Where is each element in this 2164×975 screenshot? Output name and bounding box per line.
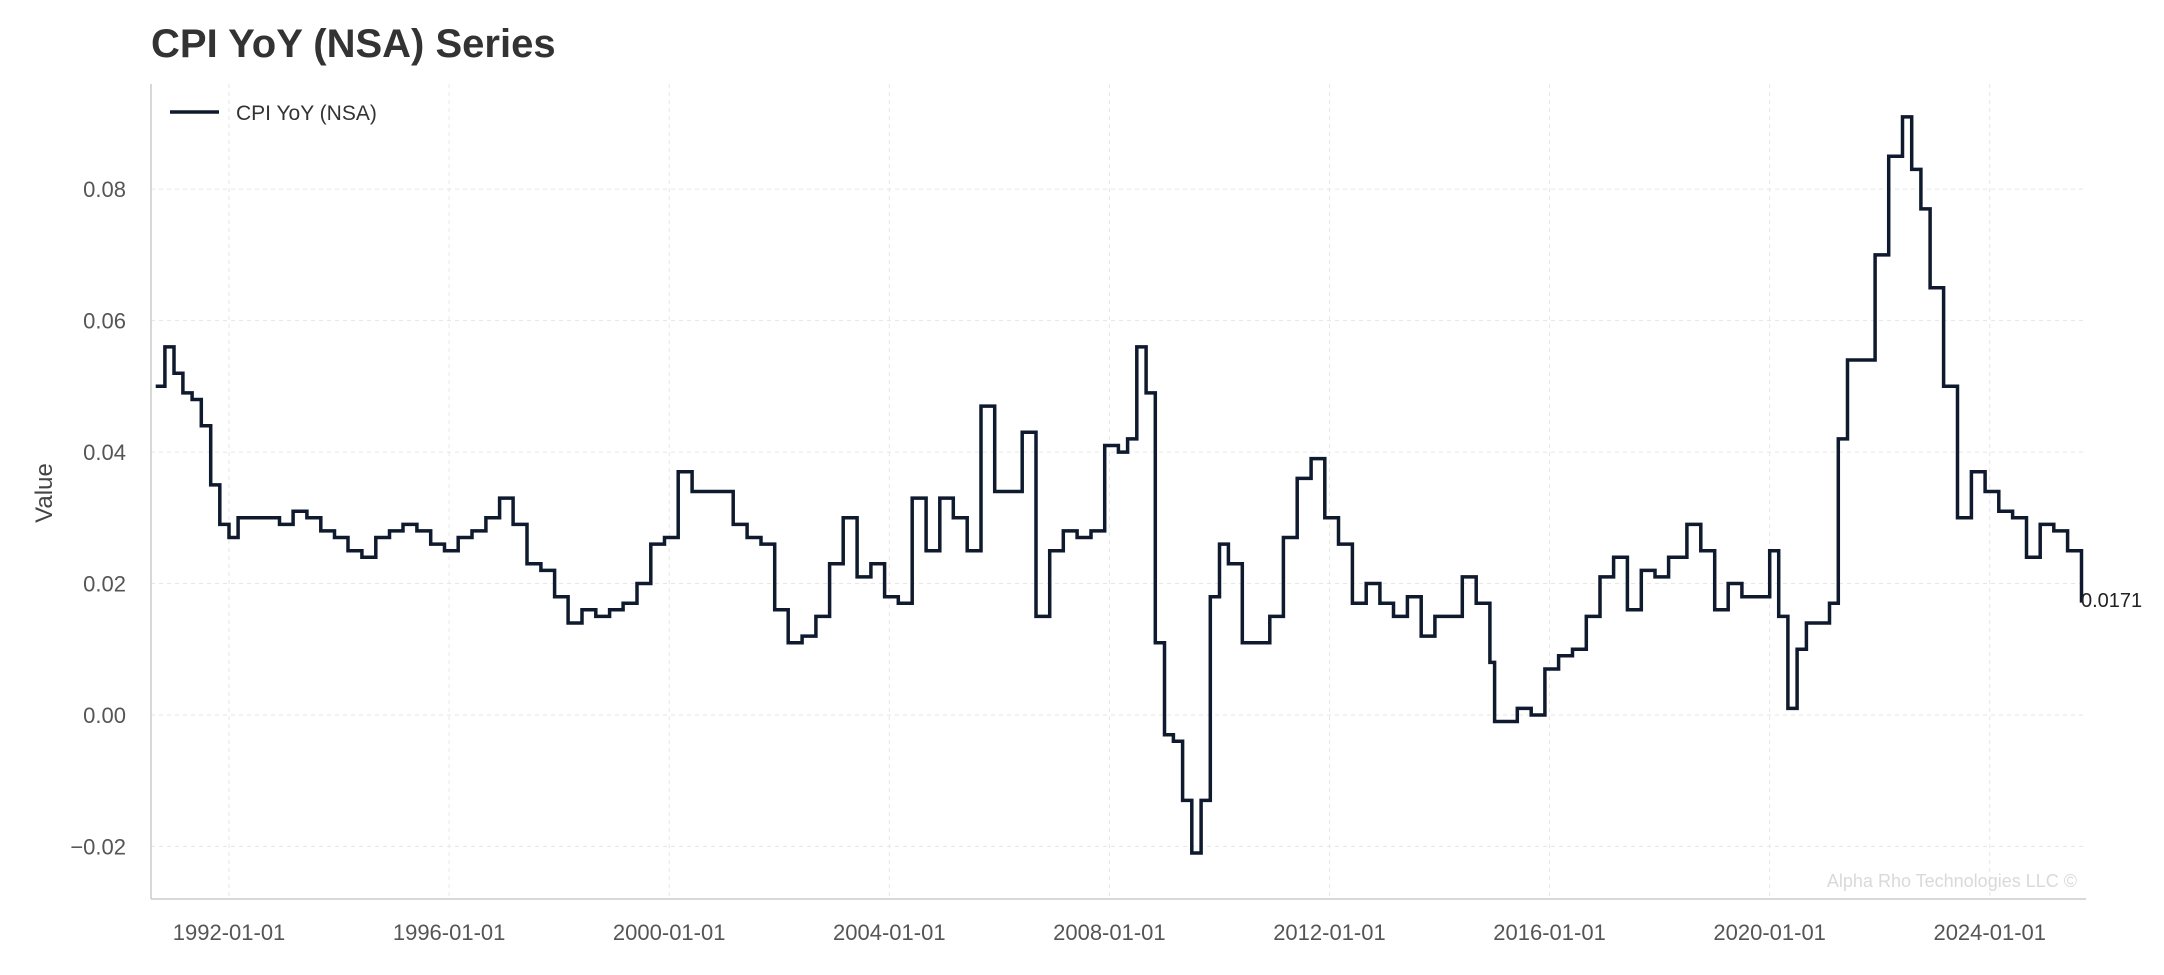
y-tick-label: −0.02	[70, 834, 126, 859]
x-tick-labels: 1992-01-01 1996-01-01 2000-01-01 2004-01-01…	[173, 920, 2046, 945]
legend: CPI YoY (NSA)	[170, 102, 377, 125]
y-tick-labels: −0.02 0.00 0.02 0.04 0.06 0.08	[70, 177, 126, 859]
y-tick-label: 0.02	[83, 572, 126, 597]
y-tick-label: 0.04	[83, 440, 126, 465]
x-tick-label: 1992-01-01	[173, 920, 286, 945]
series-group	[155, 115, 2084, 855]
x-tick-label: 2000-01-01	[613, 920, 726, 945]
y-tick-label: 0.08	[83, 177, 126, 202]
grid-lines	[151, 84, 2086, 899]
chart-title: CPI YoY (NSA) Series	[151, 22, 556, 66]
y-axis-label: Value	[31, 463, 58, 523]
series-line-cpi-yoy	[155, 115, 2084, 855]
y-tick-label: 0.00	[83, 703, 126, 728]
last-value-label: 0.0171	[2081, 590, 2142, 612]
x-tick-label: 2020-01-01	[1713, 920, 1826, 945]
x-tick-label: 1996-01-01	[393, 920, 506, 945]
x-tick-label: 2004-01-01	[833, 920, 946, 945]
x-tick-label: 2012-01-01	[1273, 920, 1386, 945]
axes	[150, 84, 2086, 900]
x-tick-label: 2008-01-01	[1053, 920, 1166, 945]
legend-label: CPI YoY (NSA)	[236, 102, 377, 125]
y-tick-label: 0.06	[83, 309, 126, 334]
watermark: Alpha Rho Technologies LLC ©	[1827, 871, 2077, 891]
x-tick-label: 2016-01-01	[1493, 920, 1606, 945]
x-tick-label: 2024-01-01	[1933, 920, 2046, 945]
